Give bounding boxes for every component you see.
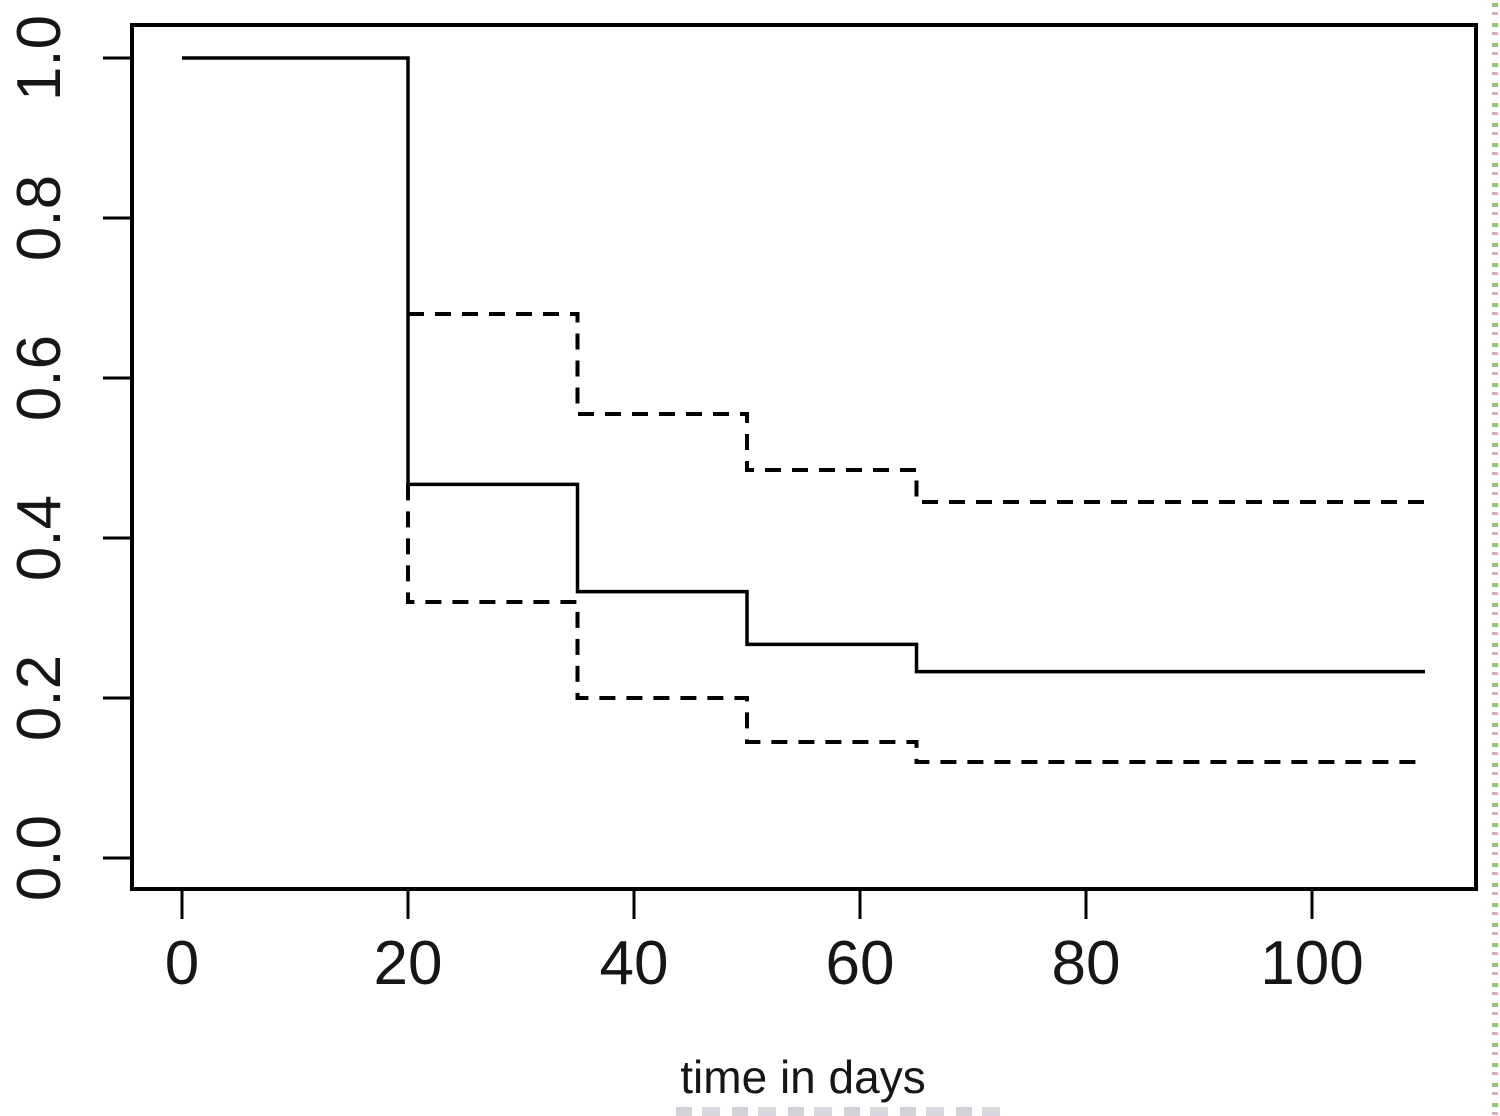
x-axis-tick-label: 0	[165, 929, 199, 998]
x-axis-tick-label: 100	[1260, 929, 1363, 998]
x-axis-tick-label: 80	[1052, 929, 1121, 998]
y-axis-tick-label: 0.0	[5, 815, 74, 901]
x-axis-tick-label: 40	[600, 929, 669, 998]
series-survival-estimate	[182, 56, 1425, 674]
plot-border-box	[130, 23, 1478, 891]
axis-ticks-layer: 0 20 40 60 80 100 0.0 0.2 0.4 0.6 0.8 1.0	[5, 15, 1364, 998]
x-axis-tick-label: 60	[826, 929, 895, 998]
y-axis-tick-label: 0.6	[5, 335, 74, 421]
y-axis-tick-label: 1.0	[5, 15, 74, 101]
y-axis-tick-label: 0.2	[5, 655, 74, 741]
x-axis-tick-label: 20	[374, 929, 443, 998]
page-edge-dots-artifact	[1492, 0, 1498, 1116]
x-axis-label: time in days	[680, 1051, 925, 1103]
y-axis-tick-label: 0.4	[5, 495, 74, 581]
y-axis-tick-label: 0.8	[5, 175, 74, 261]
series-layer	[182, 56, 1425, 764]
series-lower-confidence-band	[406, 484, 1425, 764]
cropped-text-artifact	[676, 1107, 1006, 1116]
series-upper-confidence-band	[408, 312, 1425, 504]
